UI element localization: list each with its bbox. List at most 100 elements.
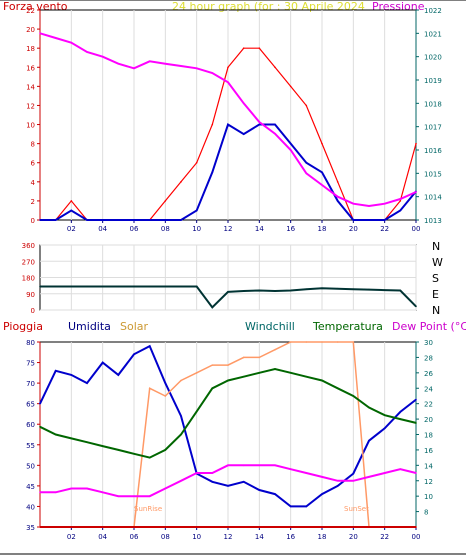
data-point (133, 495, 135, 497)
data-point (227, 379, 229, 382)
data-point (399, 526, 402, 528)
data-point (39, 32, 41, 35)
data-point (117, 449, 120, 451)
x-tick-label: 18 (318, 225, 327, 233)
y-tick-label: 75 (26, 360, 35, 368)
data-point (180, 219, 182, 221)
data-point (227, 464, 229, 467)
data-point (336, 485, 339, 487)
data-point (86, 526, 88, 528)
data-point (305, 375, 308, 378)
data-point (368, 219, 370, 221)
x-tick-label: 20 (349, 225, 358, 233)
sun-annotations: SunRise SunSet (134, 505, 369, 513)
data-point (39, 425, 41, 428)
x-tick-label: 22 (380, 533, 389, 541)
data-point (415, 526, 417, 528)
data-point (39, 526, 41, 528)
data-point (195, 410, 198, 413)
data-point (117, 495, 120, 497)
x-tick-label: 14 (255, 225, 264, 233)
wind-force-label: Forza vento (3, 0, 68, 13)
data-point (211, 72, 214, 74)
y-tick-label: 10 (424, 493, 433, 501)
data-point (336, 341, 339, 343)
data-point (321, 476, 323, 478)
data-point (227, 364, 229, 366)
data-point (258, 464, 261, 467)
data-point (258, 123, 261, 126)
y-tick-label: 26 (424, 370, 433, 378)
x-tick-label: 12 (224, 225, 233, 233)
data-point (39, 219, 41, 221)
data-point (399, 468, 402, 470)
data-point (164, 526, 167, 528)
data-point (101, 285, 104, 288)
data-point (305, 526, 308, 528)
data-point (227, 485, 229, 487)
data-point (352, 219, 355, 221)
data-point (164, 62, 167, 65)
data-point (164, 487, 167, 490)
data-point (305, 505, 308, 508)
x-tick-label: 12 (224, 533, 233, 541)
y-tick-label: 22 (26, 7, 35, 15)
data-point (133, 452, 135, 455)
data-point (164, 285, 167, 288)
x-tick-label: 14 (255, 533, 264, 541)
data-point (180, 526, 182, 528)
data-point (321, 287, 323, 290)
y-tick-label: 22 (424, 401, 433, 409)
data-point (133, 285, 135, 288)
data-point (148, 60, 151, 63)
humidity-axis: 35 40 45 50 55 60 65 70 75 80 (26, 339, 41, 532)
data-point (227, 526, 229, 528)
data-point (195, 526, 198, 528)
x-tick-label: 16 (286, 533, 295, 541)
data-point (336, 200, 339, 202)
data-point (383, 414, 386, 417)
data-point (117, 285, 120, 288)
data-point (195, 209, 198, 212)
data-point (133, 526, 135, 528)
y-tick-label: 1014 (424, 194, 442, 202)
data-point (368, 406, 370, 409)
x-tick-label: 06 (130, 533, 139, 541)
y-tick-label: 16 (26, 64, 35, 72)
data-point (180, 65, 182, 67)
data-point (242, 526, 245, 528)
data-point (274, 368, 276, 370)
data-point (227, 123, 229, 126)
y-tick-label: 2 (31, 198, 35, 206)
data-point (305, 104, 308, 107)
y-tick-label: 360 (22, 242, 35, 250)
data-point (54, 285, 57, 288)
y-tick-label: 4 (31, 179, 36, 187)
x-tick-label: 10 (192, 533, 201, 541)
y-tick-label: 16 (424, 447, 433, 455)
y-tick-label: 270 (22, 258, 35, 266)
data-point (70, 209, 73, 212)
data-point (274, 464, 276, 467)
data-point (352, 479, 355, 482)
dir-label-e: E (432, 288, 439, 301)
data-point (258, 47, 261, 49)
data-point (336, 287, 339, 290)
y-tick-label: 40 (26, 503, 35, 511)
y-tick-label: 18 (424, 432, 433, 440)
data-point (336, 526, 339, 528)
y-tick-label: 55 (26, 442, 35, 450)
data-point (211, 364, 214, 366)
y-tick-label: 8 (31, 141, 35, 149)
data-point (352, 526, 355, 528)
data-point (415, 191, 417, 193)
x-tick-label: 04 (98, 533, 107, 541)
data-point (368, 526, 370, 528)
data-point (54, 369, 57, 372)
data-point (383, 427, 386, 430)
data-point (164, 449, 167, 451)
data-point (289, 85, 292, 88)
dir-label-n-bottom: N (432, 304, 440, 317)
data-point (211, 480, 214, 483)
